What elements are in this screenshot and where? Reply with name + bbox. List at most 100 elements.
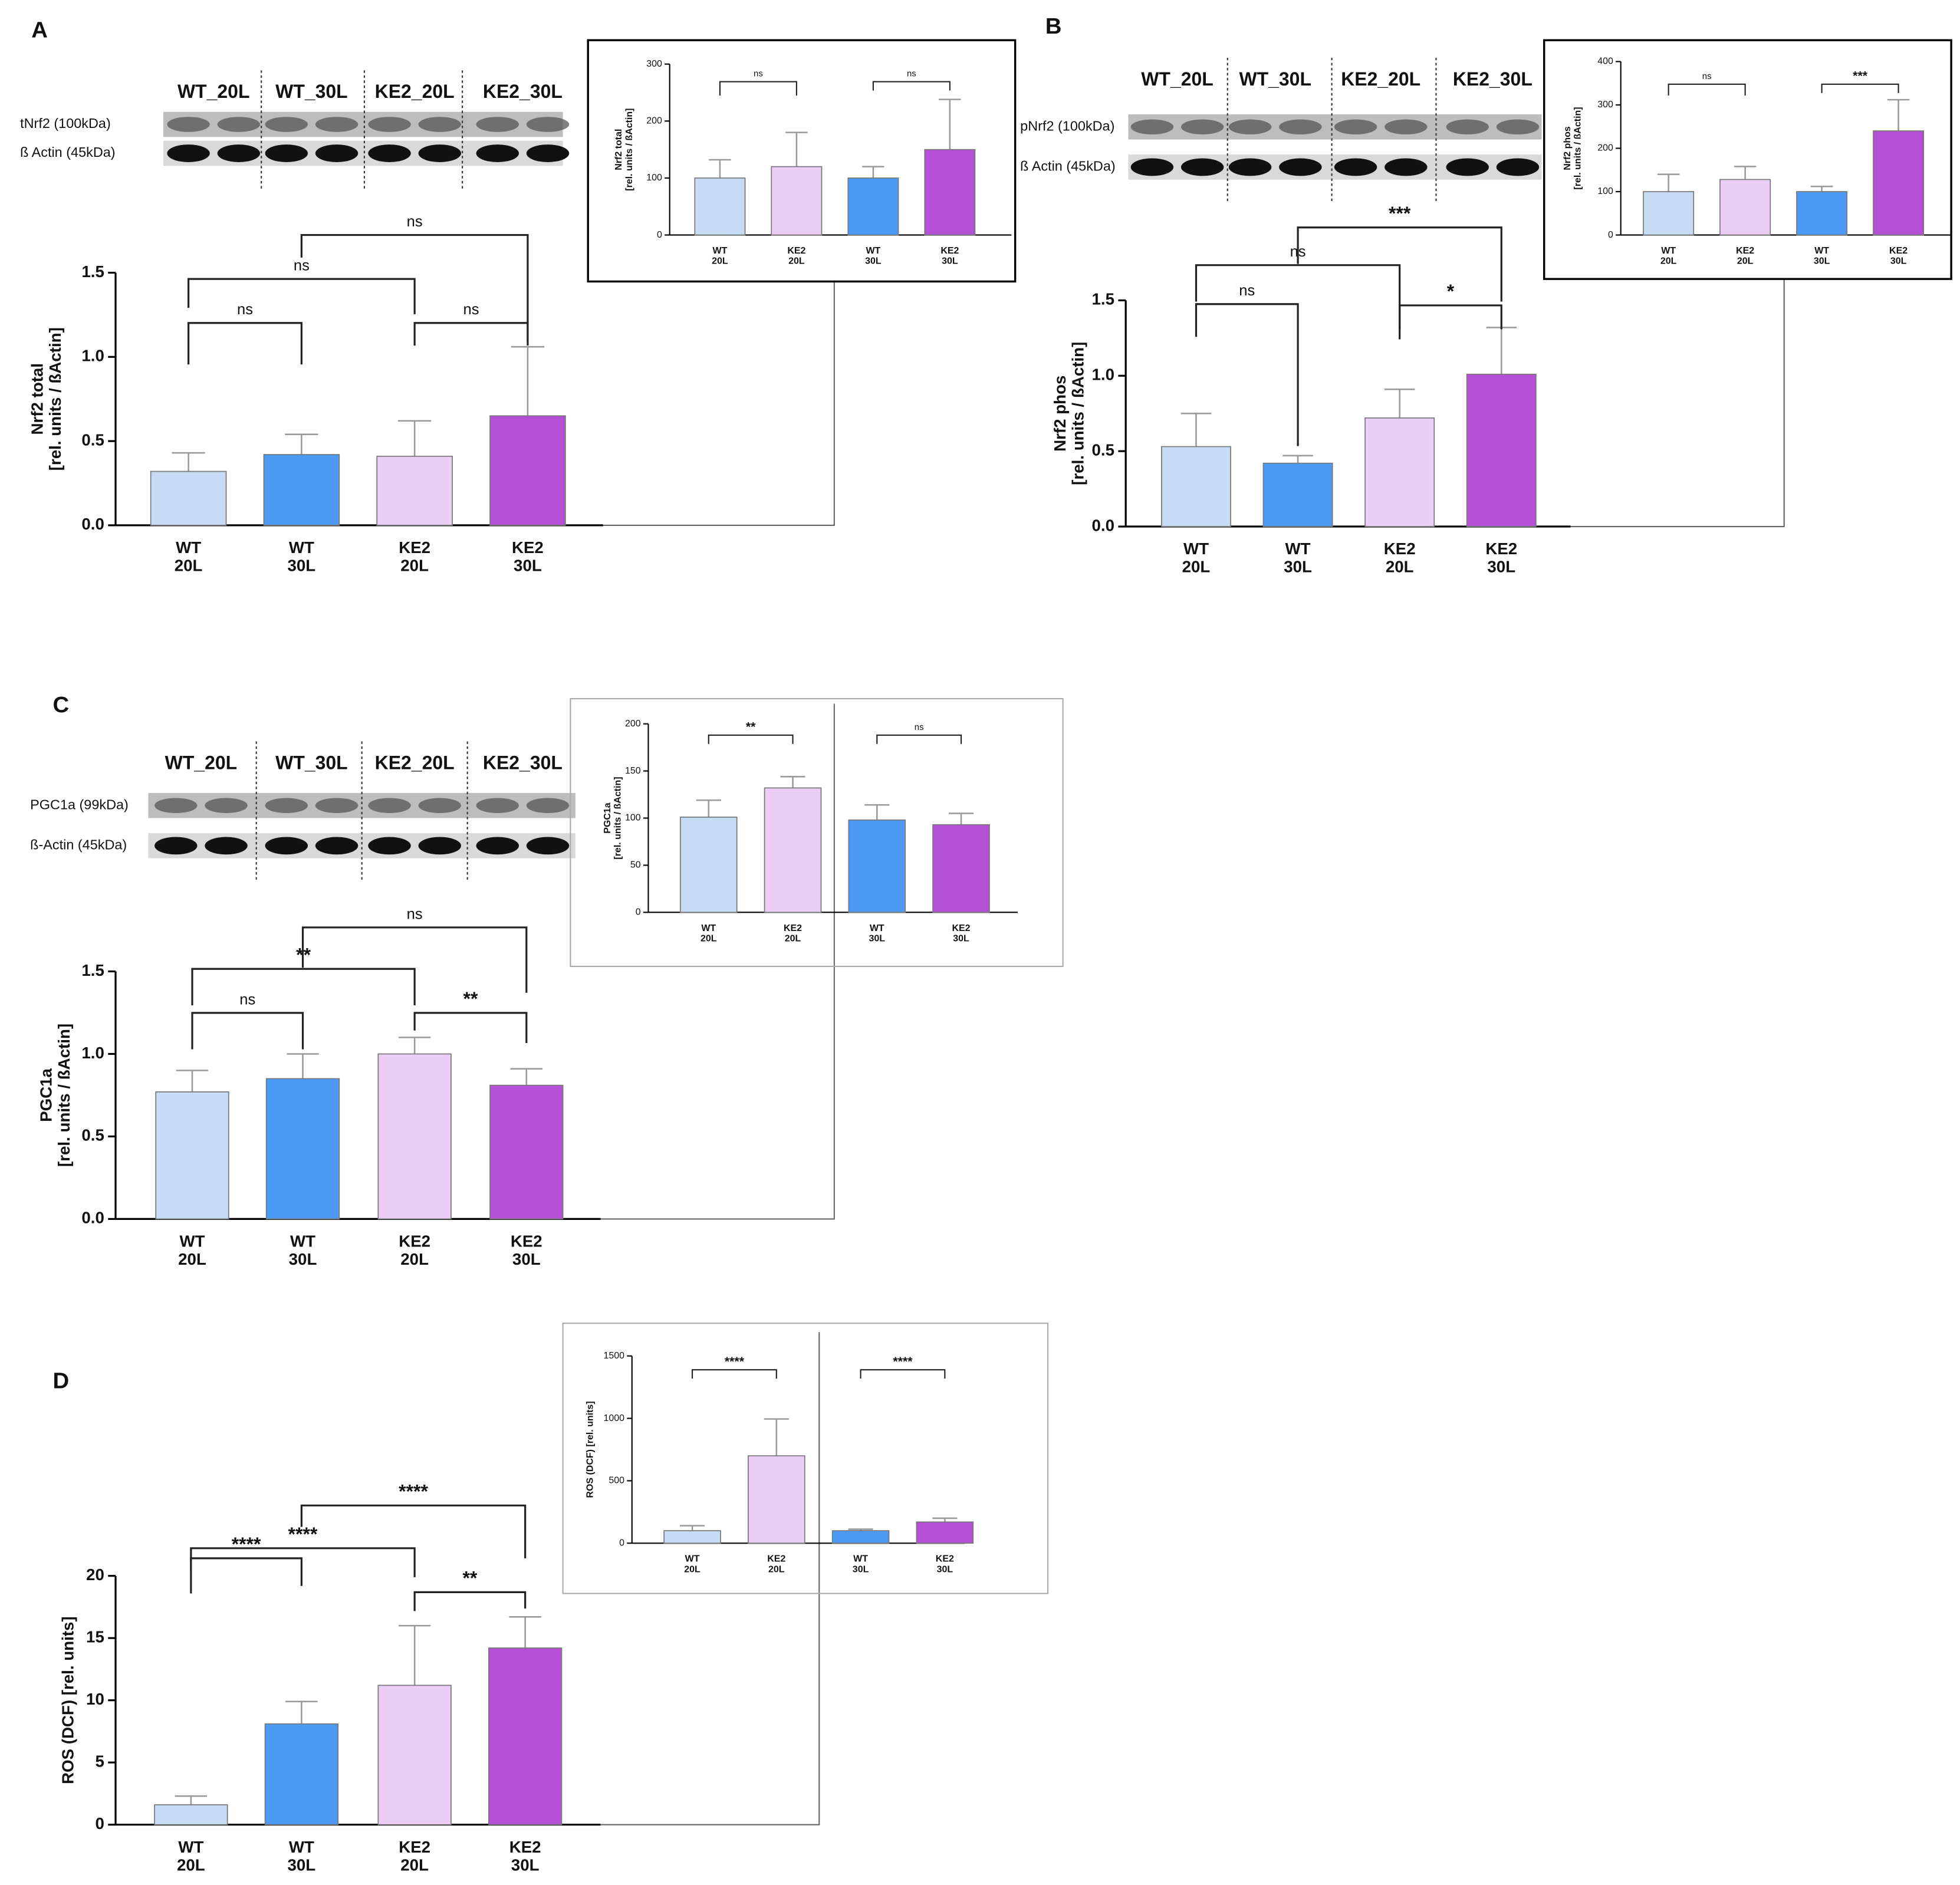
significance-label: **** bbox=[725, 1354, 745, 1368]
blot-band bbox=[1496, 158, 1540, 176]
significance-label: ns bbox=[907, 70, 916, 79]
y-tick-label: 1.0 bbox=[1091, 366, 1114, 384]
blot-band bbox=[418, 144, 461, 162]
error-bar bbox=[287, 1053, 319, 1079]
error-bar bbox=[398, 420, 432, 456]
blot-band bbox=[265, 798, 308, 813]
error-bar bbox=[398, 1624, 431, 1686]
y-tick-label: 1000 bbox=[603, 1413, 624, 1423]
bar bbox=[924, 149, 976, 236]
significance-bracket bbox=[691, 1369, 777, 1379]
blot-band bbox=[265, 837, 308, 855]
x-tick-label: KE2 30L bbox=[512, 538, 544, 574]
bar bbox=[488, 1647, 563, 1825]
y-tick-label: 200 bbox=[1597, 143, 1613, 153]
y-axis-label: PGC1a[rel. units / ßActin] bbox=[37, 1024, 73, 1167]
y-tick-label: 500 bbox=[609, 1476, 624, 1486]
blot-band bbox=[526, 837, 570, 855]
y-tick-label: 300 bbox=[646, 59, 662, 69]
x-tick-label: WT 20L bbox=[177, 1838, 205, 1874]
significance-label: ns bbox=[1702, 72, 1712, 81]
x-tick-label: WT 20L bbox=[175, 538, 203, 574]
lane-label: WT_30L bbox=[275, 81, 347, 102]
blot-band bbox=[167, 117, 210, 132]
blot-band bbox=[1334, 119, 1377, 135]
error-bar bbox=[285, 433, 318, 455]
blot-band bbox=[205, 837, 248, 855]
error-bar bbox=[509, 1616, 541, 1649]
row-label: PGC1a (99kDa) bbox=[30, 797, 129, 812]
bar bbox=[1364, 417, 1435, 527]
y-tick-label: 15 bbox=[86, 1628, 104, 1646]
error-bar bbox=[1657, 173, 1680, 192]
y-tick-label: 100 bbox=[625, 813, 641, 823]
significance-label: *** bbox=[1853, 69, 1868, 83]
x-tick-label: WT 30L bbox=[1284, 540, 1312, 576]
divider bbox=[603, 281, 835, 526]
y-axis-label: ROS (DCF) [rel. units] bbox=[59, 1616, 77, 1784]
y-tick-label: 100 bbox=[646, 173, 662, 183]
y-tick-label: 0.5 bbox=[1091, 440, 1114, 459]
y-axis-label: Nrf2 phos[rel. units / ßActin] bbox=[1563, 107, 1583, 189]
x-tick-label: KE2 20L bbox=[1384, 540, 1416, 576]
significance-bracket bbox=[301, 926, 528, 993]
bar bbox=[377, 1685, 452, 1825]
x-tick-label: WT 20L bbox=[712, 246, 728, 267]
blot-band bbox=[418, 798, 461, 813]
blot-band bbox=[476, 837, 519, 855]
significance-label: ns bbox=[407, 213, 423, 230]
bar bbox=[376, 455, 453, 526]
blot-band bbox=[1228, 119, 1272, 135]
error-bar bbox=[172, 452, 205, 472]
x-tick-label: KE2 20L bbox=[399, 538, 430, 574]
bar bbox=[748, 1455, 805, 1544]
y-tick-label: 0.0 bbox=[81, 1209, 104, 1227]
significance-bracket bbox=[1668, 83, 1746, 96]
y-tick-label: 0 bbox=[1608, 230, 1613, 240]
x-tick-label: WT 30L bbox=[288, 538, 316, 574]
x-tick-label: WT 20L bbox=[1660, 246, 1677, 267]
x-tick-label: WT 30L bbox=[869, 923, 886, 944]
blot-band bbox=[526, 117, 570, 132]
bar bbox=[377, 1053, 452, 1220]
x-tick-label: KE2 30L bbox=[509, 1838, 541, 1874]
inset-frame bbox=[1543, 39, 1952, 280]
significance-label: **** bbox=[893, 1354, 913, 1368]
blot-band bbox=[368, 144, 411, 162]
inset-frame bbox=[562, 1323, 1049, 1594]
bar bbox=[663, 1530, 721, 1544]
x-tick-label: WT 30L bbox=[288, 1838, 316, 1874]
bar bbox=[1262, 462, 1333, 527]
x-tick-label: KE2 30L bbox=[952, 923, 971, 944]
blot-band bbox=[217, 117, 261, 132]
blot-band bbox=[205, 798, 248, 813]
blot-band bbox=[315, 144, 359, 162]
significance-bracket bbox=[300, 1504, 527, 1558]
divider bbox=[1570, 279, 1785, 528]
bar bbox=[154, 1804, 228, 1825]
lane-label: WT_20L bbox=[177, 81, 249, 102]
blot-band bbox=[315, 837, 359, 855]
blot-band bbox=[368, 798, 411, 813]
significance-bracket bbox=[190, 1547, 416, 1577]
significance-bracket bbox=[1821, 83, 1899, 93]
error-bar bbox=[780, 775, 805, 788]
blot-band bbox=[154, 837, 198, 855]
panel-letter: B bbox=[1045, 14, 1062, 39]
x-tick-label: KE2 30L bbox=[1485, 540, 1517, 576]
bar bbox=[1466, 373, 1537, 527]
blot-band bbox=[1385, 158, 1428, 176]
bar bbox=[847, 177, 899, 236]
blot-band bbox=[1279, 119, 1322, 135]
lane-label: KE2_30L bbox=[1453, 68, 1533, 90]
blot-band bbox=[1446, 119, 1489, 135]
lane-label: KE2_30L bbox=[483, 81, 563, 102]
bar bbox=[848, 819, 906, 913]
bar bbox=[1719, 179, 1771, 236]
significance-bracket bbox=[860, 1369, 946, 1379]
bar bbox=[694, 177, 746, 236]
significance-bracket bbox=[188, 322, 302, 365]
blot-band bbox=[476, 117, 519, 132]
bar bbox=[771, 166, 823, 236]
y-tick-label: 0.0 bbox=[81, 515, 104, 533]
